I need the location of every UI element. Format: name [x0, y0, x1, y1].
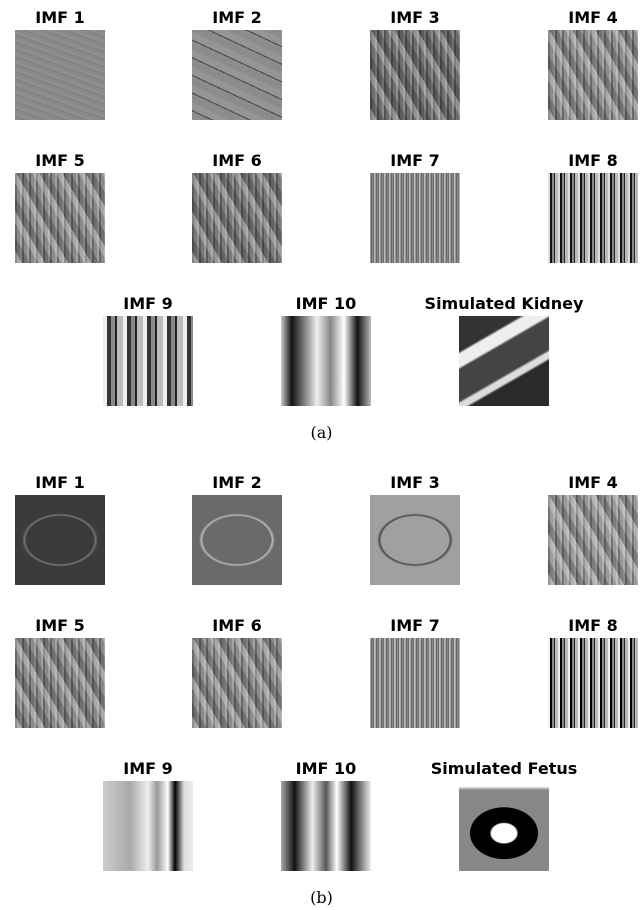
image-title: IMF 4 [503, 473, 643, 493]
image [370, 638, 460, 728]
image [370, 173, 460, 263]
image [15, 638, 105, 728]
image [15, 495, 105, 585]
figure: IMF 1IMF 2IMF 3IMF 4IMF 5IMF 6IMF 7IMF 8… [0, 0, 643, 910]
image [192, 30, 282, 120]
image [548, 30, 638, 120]
image-title: IMF 1 [0, 473, 150, 493]
image-title: IMF 2 [147, 8, 327, 28]
image-title: IMF 2 [147, 473, 327, 493]
image [370, 30, 460, 120]
image-title: IMF 9 [58, 294, 238, 314]
panel-caption: (a) [0, 423, 643, 443]
image-title: IMF 1 [0, 8, 150, 28]
image [103, 781, 193, 871]
image-title: IMF 3 [325, 473, 505, 493]
image [459, 781, 549, 871]
image-title: IMF 9 [58, 759, 238, 779]
image-title: IMF 8 [503, 616, 643, 636]
image-title: IMF 10 [236, 759, 416, 779]
image-title: IMF 6 [147, 616, 327, 636]
image [192, 173, 282, 263]
image [548, 638, 638, 728]
image [15, 173, 105, 263]
image-title: Simulated Kidney [414, 294, 594, 314]
image [370, 495, 460, 585]
image-title: IMF 3 [325, 8, 505, 28]
image-title: IMF 7 [325, 616, 505, 636]
image-title: IMF 8 [503, 151, 643, 171]
image-title: IMF 4 [503, 8, 643, 28]
image-title: IMF 7 [325, 151, 505, 171]
image [103, 316, 193, 406]
image [15, 30, 105, 120]
image [192, 638, 282, 728]
image [548, 173, 638, 263]
image [548, 495, 638, 585]
image-title: IMF 5 [0, 616, 150, 636]
image [459, 316, 549, 406]
panel-caption: (b) [0, 888, 643, 908]
image-title: IMF 10 [236, 294, 416, 314]
image [281, 316, 371, 406]
image-title: IMF 6 [147, 151, 327, 171]
image [281, 781, 371, 871]
image-title: IMF 5 [0, 151, 150, 171]
image-title: Simulated Fetus [414, 759, 594, 779]
image [192, 495, 282, 585]
